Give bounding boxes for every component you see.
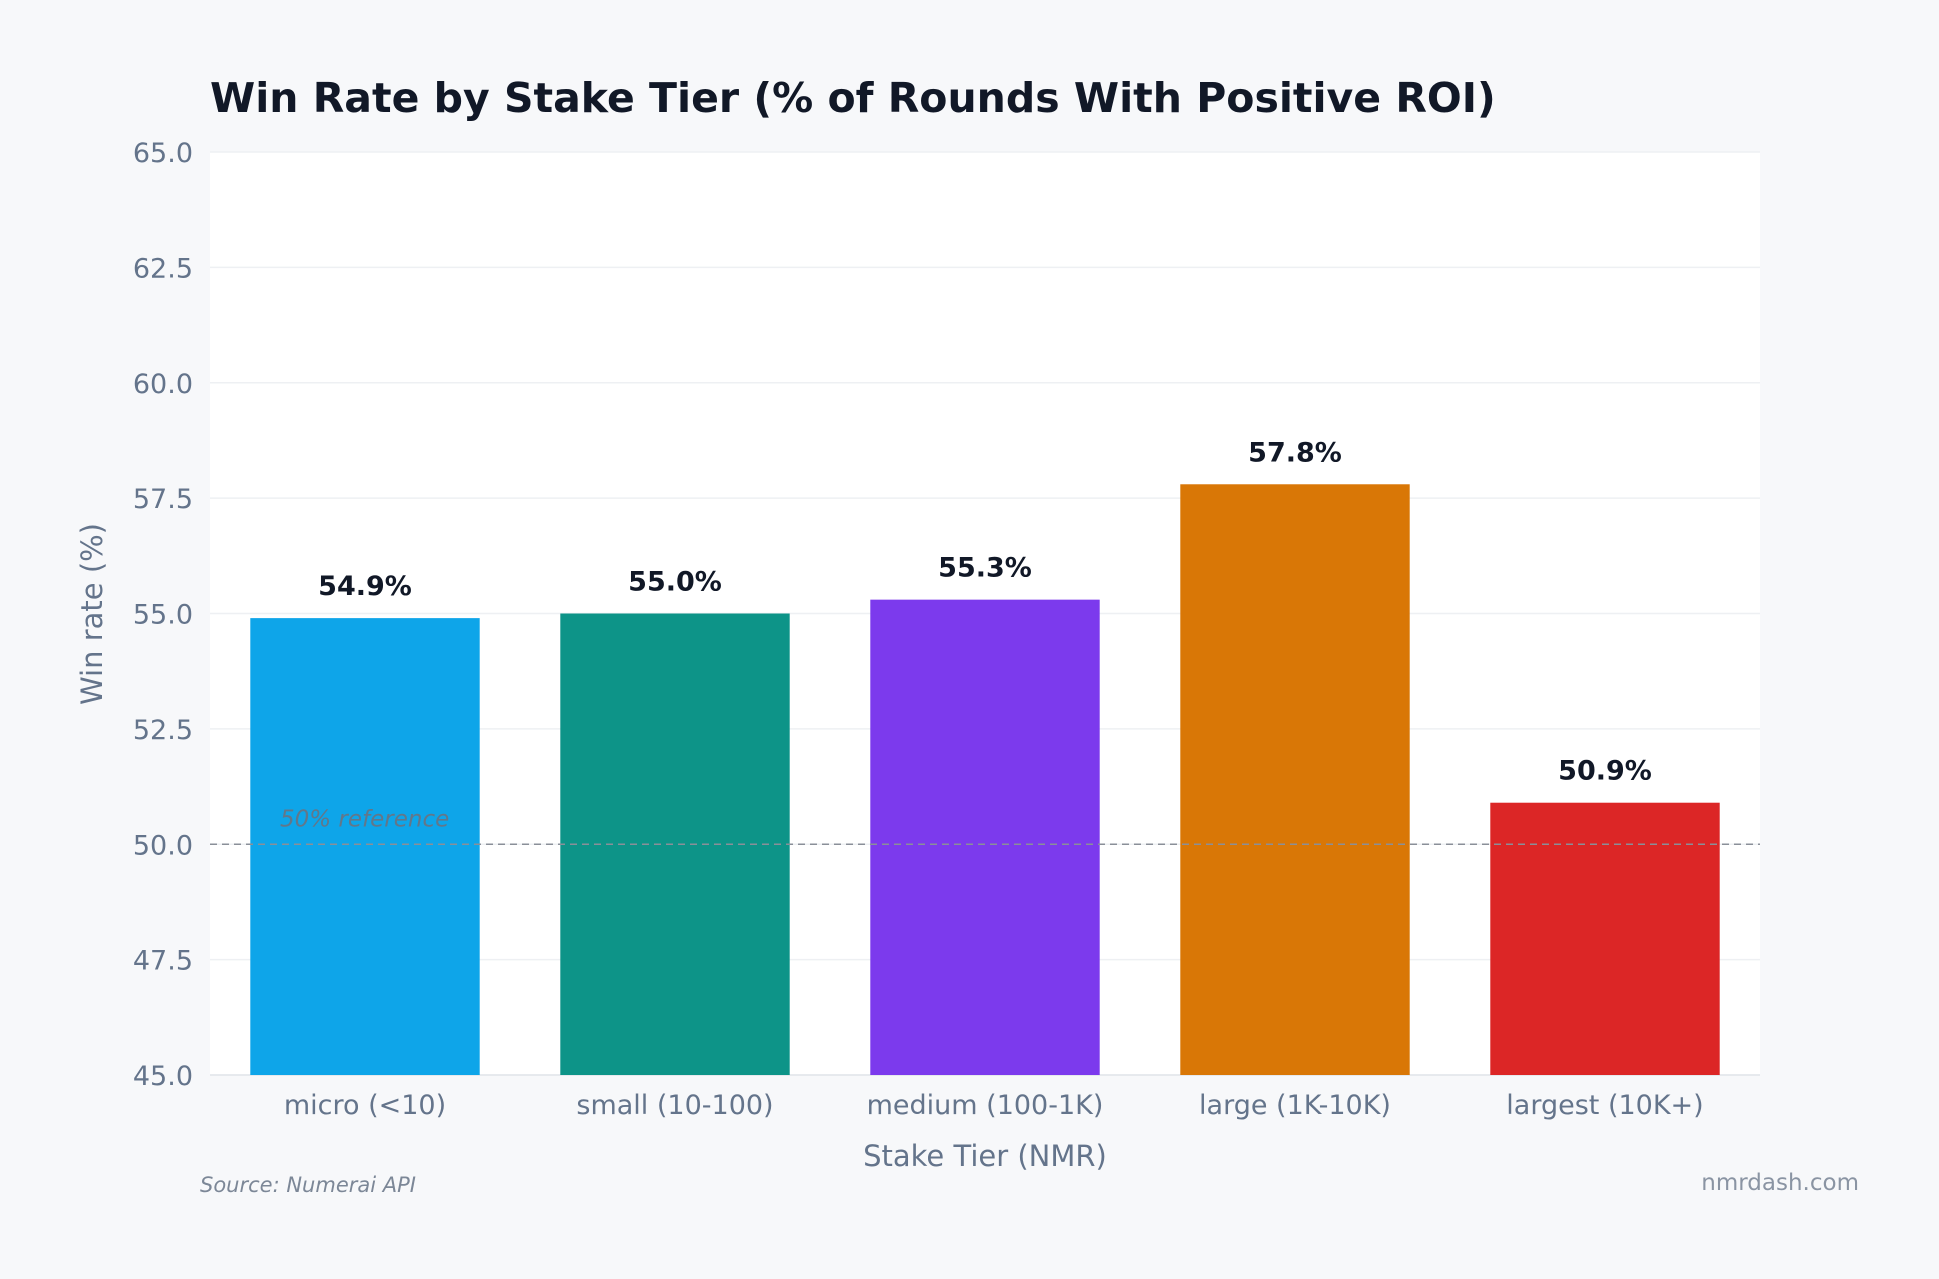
y-axis-ticks: 45.0 47.5 50.0 52.5 55.0 57.5 60.0 62.5 65.0 (133, 138, 193, 1092)
y-tick-label: 62.5 (133, 253, 193, 284)
reference-line-label: 50% reference (280, 806, 449, 832)
bar-value-label: 54.9% (318, 571, 412, 602)
y-tick-label: 47.5 (133, 946, 193, 977)
value-labels: 54.9% 55.0% 55.3% 57.8% 50.9% (318, 437, 1652, 786)
bar-value-label: 50.9% (1558, 756, 1652, 787)
reference-line-group: 50% reference (210, 806, 1760, 845)
bar (1490, 802, 1720, 1075)
x-tick-label: small (10-100) (576, 1090, 773, 1121)
y-tick-label: 65.0 (133, 138, 193, 169)
x-axis-label: Stake Tier (NMR) (863, 1139, 1107, 1173)
bar (1180, 484, 1410, 1075)
bar-value-label: 55.0% (628, 567, 722, 598)
bar (250, 618, 480, 1075)
y-tick-label: 60.0 (133, 369, 193, 400)
x-tick-label: medium (100-1K) (867, 1090, 1104, 1121)
chart-title: Win Rate by Stake Tier (% of Rounds With… (210, 74, 1496, 122)
bar-value-label: 57.8% (1248, 437, 1342, 468)
x-tick-label: micro (<10) (284, 1090, 446, 1121)
bar-value-label: 55.3% (938, 553, 1032, 584)
y-tick-label: 50.0 (133, 830, 193, 861)
bar (870, 599, 1100, 1075)
site-watermark: nmrdash.com (1701, 1170, 1859, 1196)
y-tick-label: 57.5 (133, 484, 193, 515)
source-note: Source: Numerai API (200, 1173, 416, 1197)
x-tick-label: large (1K-10K) (1199, 1090, 1391, 1121)
y-tick-label: 45.0 (133, 1061, 193, 1092)
x-tick-label: largest (10K+) (1506, 1090, 1703, 1121)
y-axis-label: Win rate (%) (75, 523, 109, 705)
x-axis-ticks: micro (<10) small (10-100) medium (100-1K)… (284, 1090, 1704, 1121)
y-tick-label: 55.0 (133, 600, 193, 631)
y-tick-label: 52.5 (133, 715, 193, 746)
